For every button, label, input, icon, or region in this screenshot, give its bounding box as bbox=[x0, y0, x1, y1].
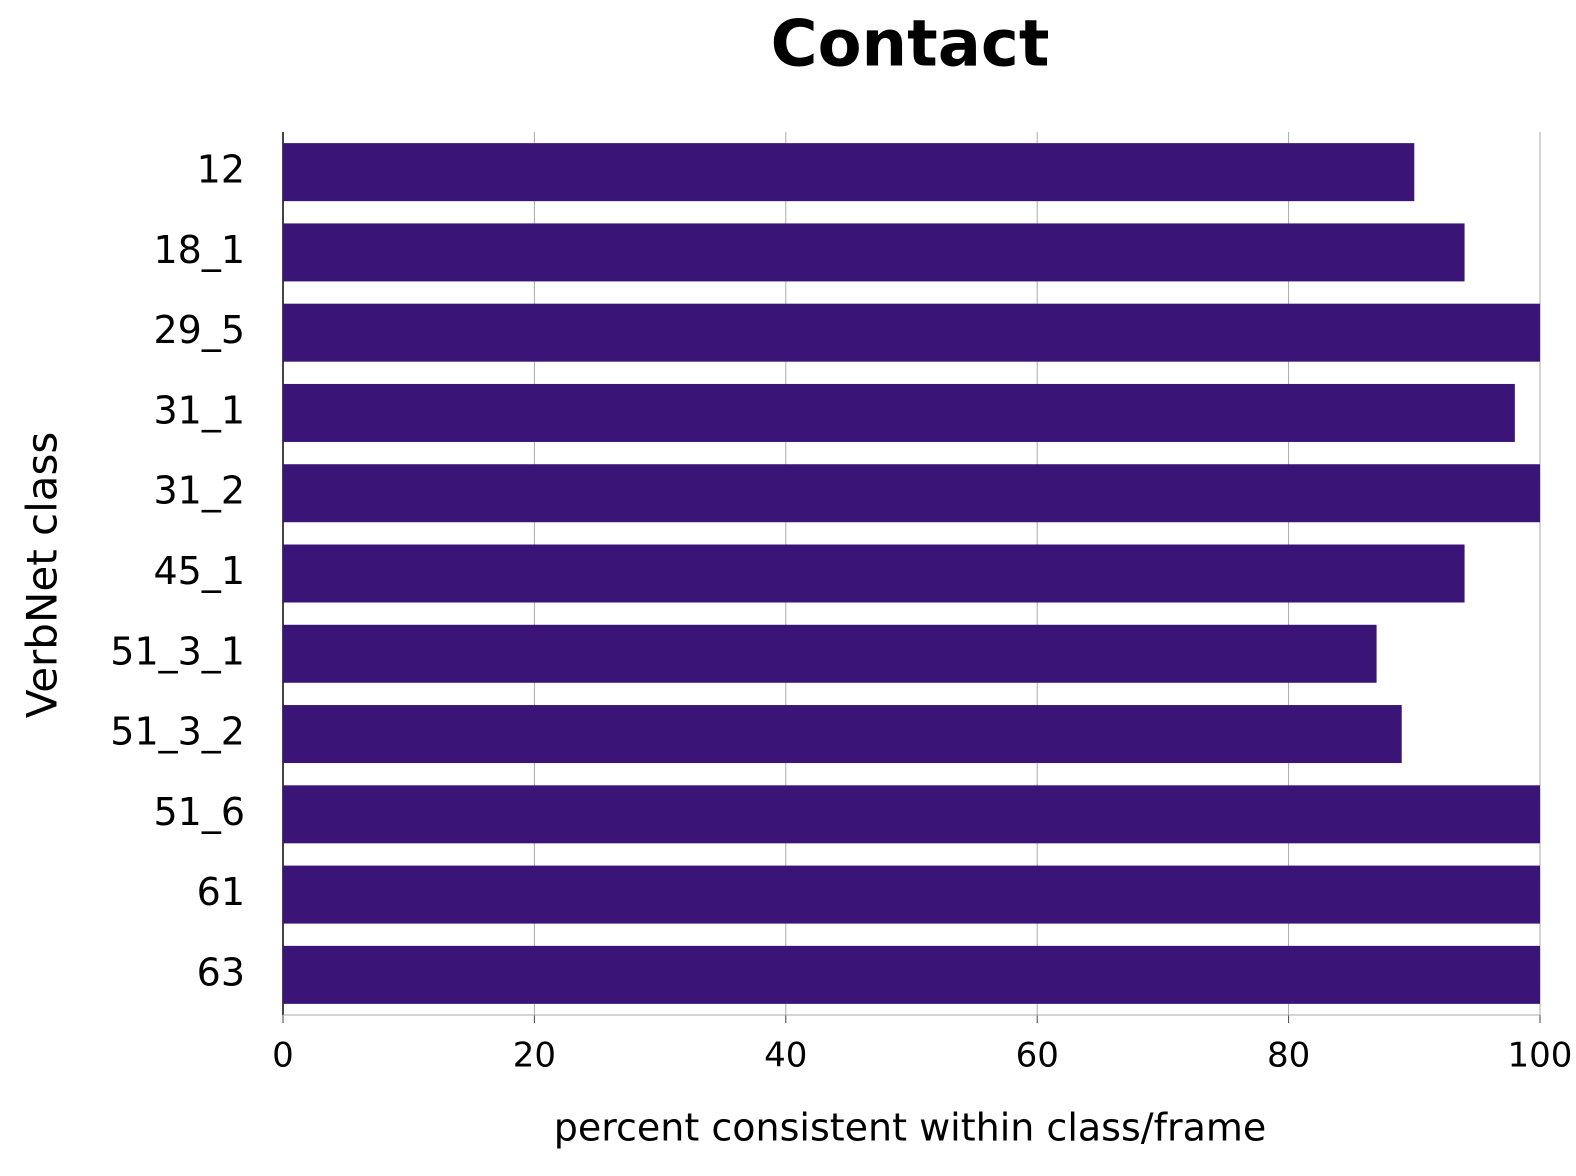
y-axis-label: VerbNet class bbox=[18, 432, 67, 719]
bar bbox=[283, 383, 1515, 442]
bar bbox=[283, 624, 1377, 683]
y-tick-label: 51_3_1 bbox=[110, 629, 245, 673]
x-axis-label: percent consistent within class/frame bbox=[554, 1106, 1267, 1150]
x-tick-label: 0 bbox=[272, 1036, 294, 1076]
y-tick-label: 63 bbox=[197, 950, 245, 994]
x-tick-label: 40 bbox=[764, 1036, 807, 1076]
y-tick-label: 18_1 bbox=[153, 228, 245, 272]
x-tick-label: 80 bbox=[1267, 1036, 1310, 1076]
y-tick-label: 29_5 bbox=[153, 308, 245, 352]
bar bbox=[283, 544, 1465, 603]
bar bbox=[283, 865, 1540, 924]
y-tick-label: 31_2 bbox=[153, 469, 245, 513]
y-tick-label: 51_6 bbox=[153, 790, 245, 834]
bar bbox=[283, 303, 1540, 362]
bar bbox=[283, 705, 1402, 764]
bar bbox=[283, 945, 1540, 1004]
chart-title: Contact bbox=[771, 8, 1050, 82]
bar bbox=[283, 464, 1540, 523]
bar bbox=[283, 223, 1465, 282]
bar bbox=[283, 785, 1540, 844]
x-tick-label: 100 bbox=[1508, 1036, 1573, 1076]
x-tick-label: 60 bbox=[1016, 1036, 1059, 1076]
y-tick-label: 31_1 bbox=[153, 388, 245, 432]
y-tick-label: 12 bbox=[197, 148, 245, 192]
y-tick-label: 45_1 bbox=[153, 549, 245, 593]
x-tick-label: 20 bbox=[513, 1036, 556, 1076]
y-tick-label: 51_3_2 bbox=[110, 710, 245, 754]
bar bbox=[283, 143, 1415, 202]
y-tick-label: 61 bbox=[197, 870, 245, 914]
